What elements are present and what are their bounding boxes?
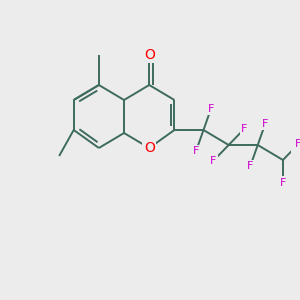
Text: F: F bbox=[295, 139, 300, 149]
Text: O: O bbox=[144, 141, 155, 155]
Text: F: F bbox=[193, 146, 199, 156]
Text: F: F bbox=[262, 119, 268, 129]
Text: F: F bbox=[241, 124, 247, 134]
Text: F: F bbox=[208, 104, 214, 114]
Text: F: F bbox=[210, 156, 216, 166]
Text: F: F bbox=[247, 161, 254, 171]
Text: O: O bbox=[144, 48, 155, 62]
Text: F: F bbox=[280, 178, 286, 188]
